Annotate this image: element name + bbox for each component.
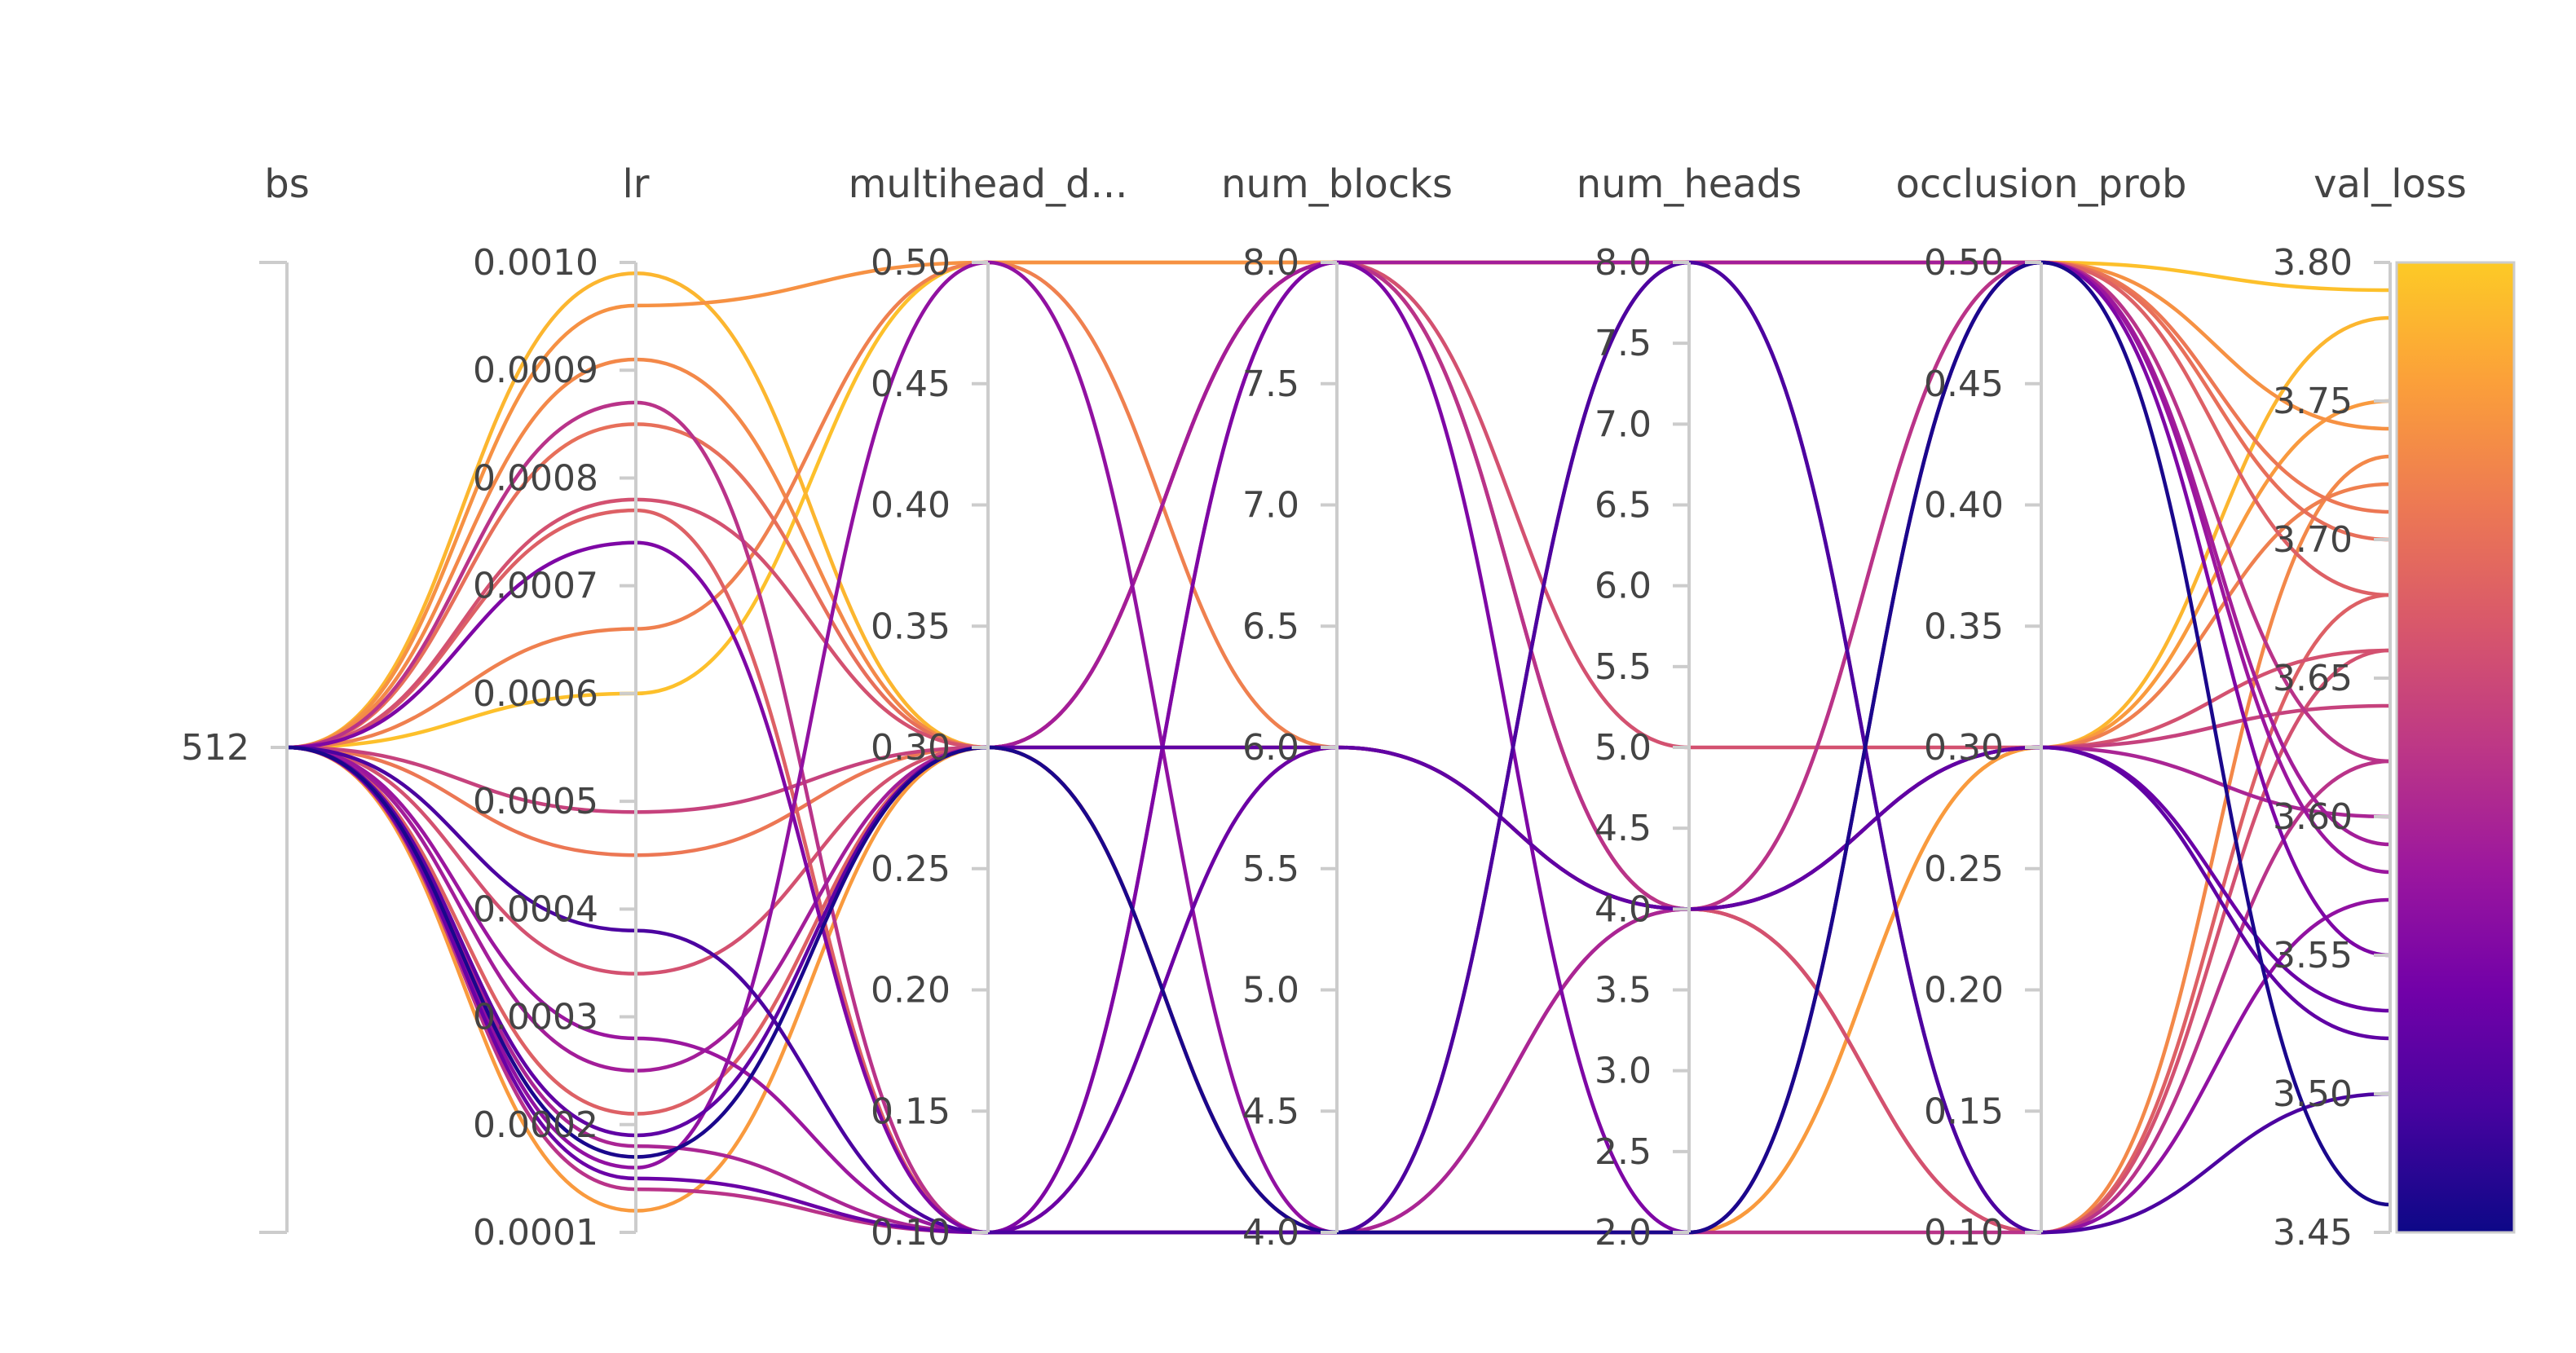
tick-label: 3.80 [2273, 242, 2353, 284]
tick-label: 3.65 [2273, 658, 2353, 699]
tick-label: 0.20 [871, 970, 951, 1011]
tick-label: 0.45 [1924, 364, 2004, 405]
tick-label: 3.5 [1595, 970, 1652, 1011]
tick-label: 0.40 [1924, 485, 2004, 527]
axis-multihead_dropout[interactable]: multihead_d... 0.10 0.15 0.20 0.25 0.30 0.35 0.… [849, 161, 1128, 1254]
tick-label: 0.15 [871, 1091, 951, 1132]
tick-label: 3.60 [2273, 796, 2353, 838]
tick-label: 0.40 [871, 485, 951, 527]
tick-label: 0.0002 [473, 1104, 598, 1146]
tick-label: 4.0 [1595, 888, 1652, 930]
axis-lr[interactable]: lr 0.0001 0.0002 0.0003 0.0004 0.0005 0.0006 0.… [473, 161, 650, 1254]
tick-label: 512 [181, 727, 249, 769]
tick-label: 3.45 [2273, 1212, 2353, 1254]
tick-label: 0.0001 [473, 1212, 598, 1254]
tick-label: 0.10 [1924, 1212, 2004, 1254]
tick-label: 6.0 [1595, 566, 1652, 607]
tick-label: 3.0 [1595, 1051, 1652, 1092]
tick-label: 0.0004 [473, 888, 598, 930]
tick-label: 6.5 [1595, 485, 1652, 527]
tick-label: 0.0010 [473, 242, 598, 284]
tick-label: 0.50 [871, 242, 951, 284]
tick-label: 6.0 [1242, 727, 1299, 769]
axis-title: multihead_d... [849, 161, 1128, 207]
tick-label: 5.5 [1242, 848, 1299, 890]
tick-label: 0.0005 [473, 781, 598, 822]
tick-label: 0.20 [1924, 970, 2004, 1011]
colorbar [2395, 261, 2516, 1234]
axis-bs[interactable]: bs 512 [181, 161, 310, 1234]
tick-label: 0.10 [871, 1212, 951, 1254]
tick-label: 0.35 [871, 606, 951, 647]
tick-label: 0.25 [871, 848, 951, 890]
tick-label: 0.0003 [473, 997, 598, 1038]
tick-label: 0.0006 [473, 673, 598, 715]
tick-label: 2.5 [1595, 1131, 1652, 1173]
tick-label: 0.0008 [473, 457, 598, 499]
axis-title: occlusion_prob [1895, 161, 2186, 207]
tick-label: 0.45 [871, 364, 951, 405]
tick-label: 0.15 [1924, 1091, 2004, 1132]
axis-title: bs [264, 161, 309, 207]
tick-label: 6.5 [1242, 606, 1299, 647]
tick-label: 8.0 [1595, 242, 1652, 284]
tick-label: 5.0 [1595, 727, 1652, 769]
axes-layer: bs 512 lr 0.0001 0.0002 0.0003 0.0004 0.0005 0.0… [181, 161, 2467, 1254]
tick-label: 0.25 [1924, 848, 2004, 890]
tick-label: 0.0007 [473, 566, 598, 607]
tick-label: 4.5 [1595, 808, 1652, 849]
axis-num_heads[interactable]: num_heads 2.0 2.5 3.0 3.5 4.0 4.5 5.0 5.5 6.0 6.5 7… [1577, 161, 1802, 1254]
series-line [286, 260, 2391, 1235]
tick-label: 3.55 [2273, 935, 2353, 976]
tick-label: 7.0 [1595, 403, 1652, 445]
axis-title: num_blocks [1221, 161, 1453, 207]
axis-num_blocks[interactable]: num_blocks 4.0 4.5 5.0 5.5 6.0 6.5 7.0 7.5 8.0 [1221, 161, 1453, 1254]
axis-title: num_heads [1577, 161, 1802, 207]
axis-val_loss[interactable]: val_loss 3.45 3.50 3.55 3.60 3.65 3.70 3.75 3.80 [2273, 161, 2467, 1254]
tick-label: 8.0 [1242, 242, 1299, 284]
tick-label: 7.5 [1595, 323, 1652, 364]
tick-label: 7.0 [1242, 485, 1299, 527]
tick-label: 2.0 [1595, 1212, 1652, 1254]
series-line [286, 260, 2391, 1235]
tick-label: 5.0 [1242, 970, 1299, 1011]
tick-label: 0.30 [1924, 727, 2004, 769]
tick-label: 5.5 [1595, 646, 1652, 688]
axis-occlusion_prob[interactable]: occlusion_prob 0.10 0.15 0.20 0.25 0.30 0.35 0.… [1895, 161, 2186, 1254]
axis-title: lr [622, 161, 649, 207]
tick-label: 3.75 [2273, 381, 2353, 422]
tick-label: 4.5 [1242, 1091, 1299, 1132]
tick-label: 0.50 [1924, 242, 2004, 284]
tick-label: 0.0009 [473, 350, 598, 391]
tick-label: 4.0 [1242, 1212, 1299, 1254]
tick-label: 0.35 [1924, 606, 2004, 647]
tick-label: 7.5 [1242, 364, 1299, 405]
tick-label: 0.30 [871, 727, 951, 769]
axis-title: val_loss [2314, 161, 2467, 207]
tick-label: 3.50 [2273, 1073, 2353, 1115]
tick-label: 3.70 [2273, 519, 2353, 561]
